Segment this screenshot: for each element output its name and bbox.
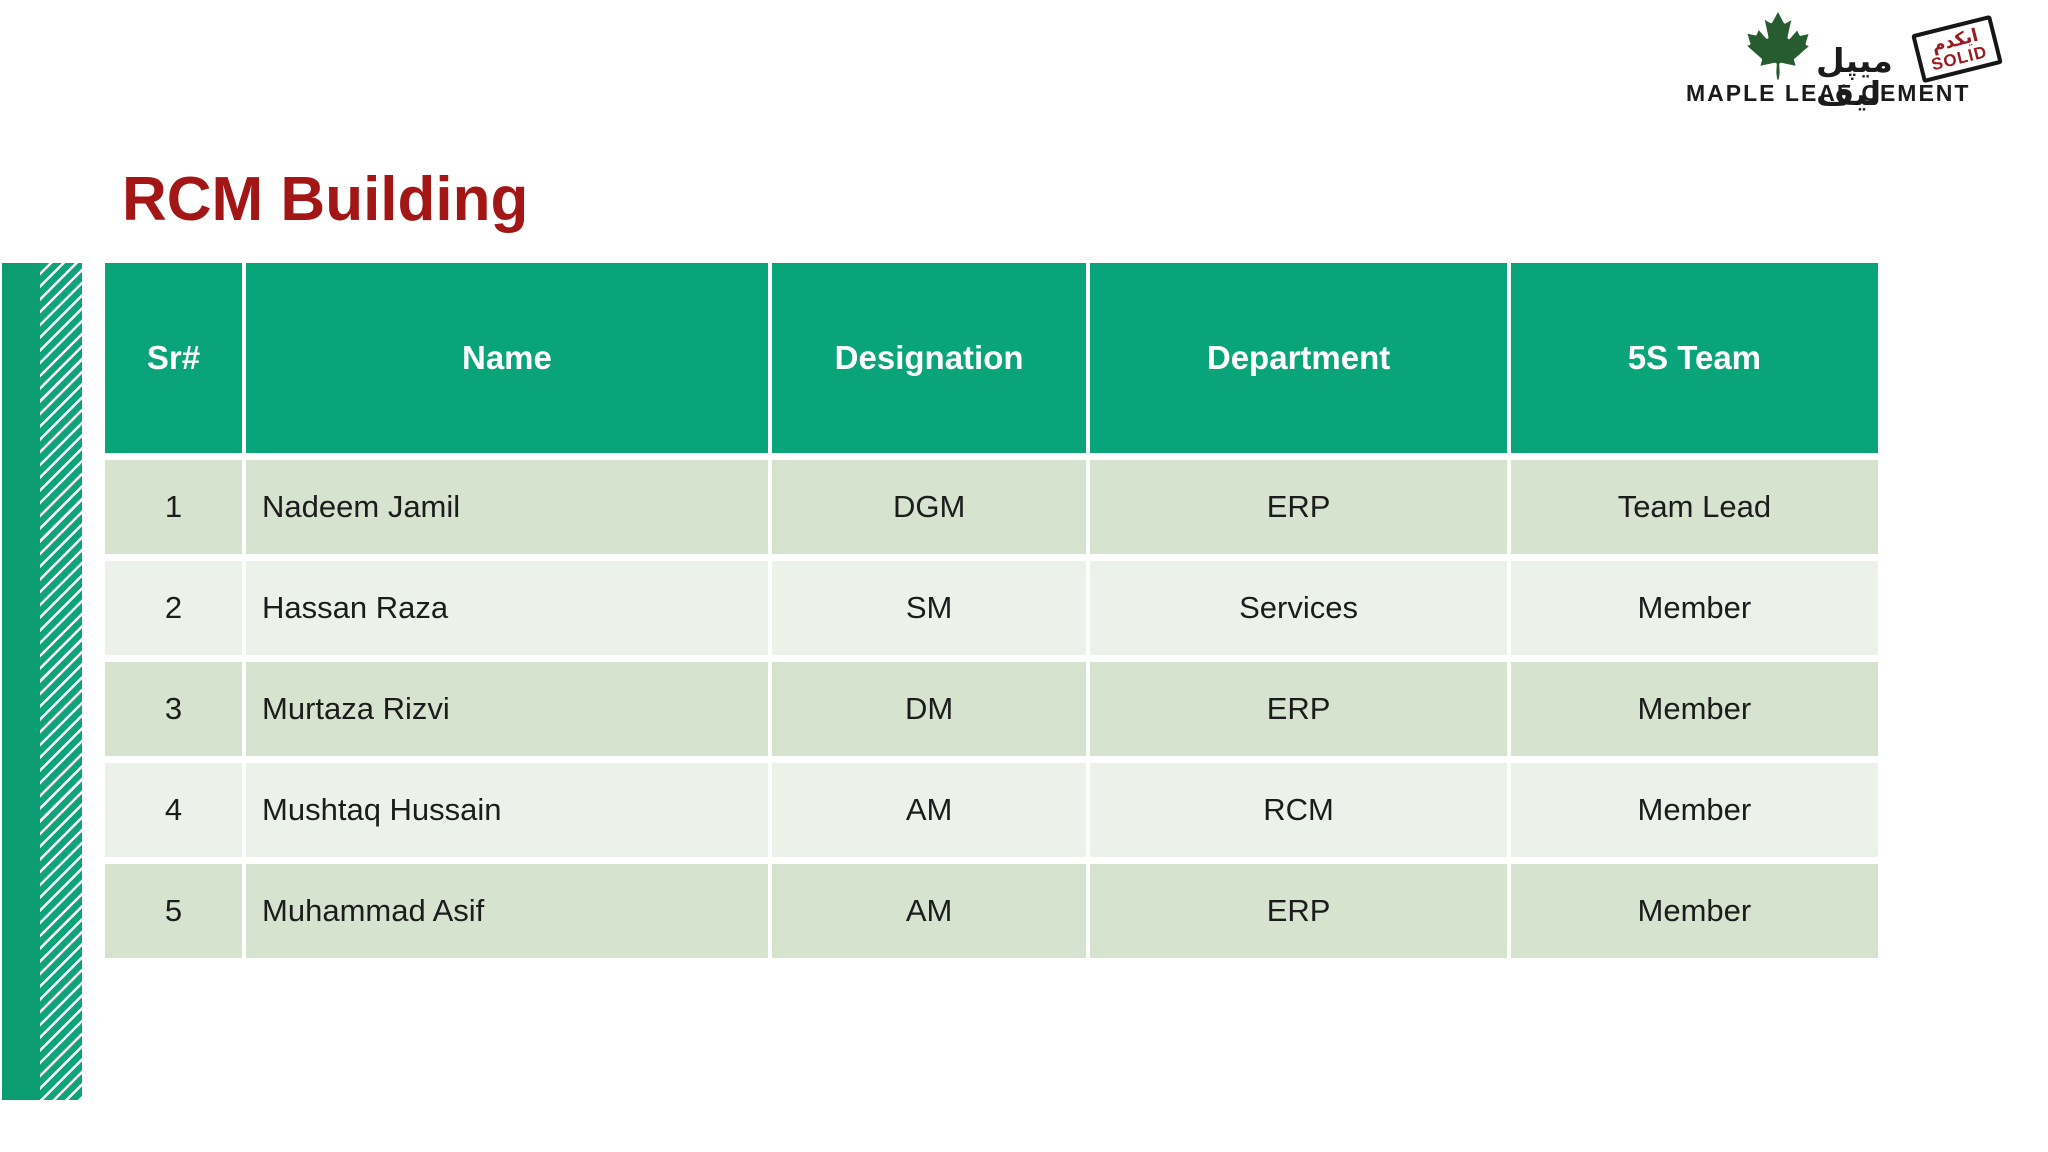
- sidebar-striped-bar: [40, 263, 82, 1100]
- header-cell-designation: Designation: [771, 263, 1087, 453]
- sr-cell: 3: [105, 662, 243, 756]
- header-cell-department: Department: [1090, 263, 1507, 453]
- maple-leaf-cement-logo: میپل لیف MAPLE LEAF CEMENT ایکدم SOLID: [1680, 8, 2040, 112]
- solid-stamp-badge: ایکدم SOLID: [1911, 14, 2003, 84]
- team-cell: Member: [1510, 561, 1878, 655]
- sr-cell: 5: [105, 864, 243, 958]
- designation-cell: AM: [771, 864, 1087, 958]
- table-row: 4 Mushtaq Hussain AM RCM Member: [105, 763, 1878, 857]
- team-cell: Team Lead: [1510, 460, 1878, 554]
- sr-cell: 1: [105, 460, 243, 554]
- team-cell: Member: [1510, 864, 1878, 958]
- team-cell: Member: [1510, 662, 1878, 756]
- name-cell: Hassan Raza: [246, 561, 768, 655]
- header-cell-sr: Sr#: [105, 263, 243, 453]
- team-cell: Member: [1510, 763, 1878, 857]
- department-cell: ERP: [1090, 864, 1507, 958]
- name-cell: Murtaza Rizvi: [246, 662, 768, 756]
- brand-wordmark: MAPLE LEAF CEMENT: [1686, 80, 1971, 106]
- department-cell: ERP: [1090, 662, 1507, 756]
- name-cell: Nadeem Jamil: [246, 460, 768, 554]
- designation-cell: SM: [771, 561, 1087, 655]
- table-row: 2 Hassan Raza SM Services Member: [105, 561, 1878, 655]
- sr-cell: 4: [105, 763, 243, 857]
- page-title: RCM Building: [122, 165, 529, 234]
- table-row: 3 Murtaza Rizvi DM ERP Member: [105, 662, 1878, 756]
- department-cell: ERP: [1090, 460, 1507, 554]
- department-cell: Services: [1090, 561, 1507, 655]
- designation-cell: DM: [771, 662, 1087, 756]
- department-cell: RCM: [1090, 763, 1507, 857]
- sidebar-accent: [2, 263, 82, 1100]
- team-table: Sr# Name Designation Department 5S Team …: [101, 256, 1882, 965]
- sidebar-solid-bar: [2, 263, 40, 1100]
- table-header-row: Sr# Name Designation Department 5S Team: [105, 263, 1878, 453]
- name-cell: Mushtaq Hussain: [246, 763, 768, 857]
- sr-cell: 2: [105, 561, 243, 655]
- header-cell-team: 5S Team: [1510, 263, 1878, 453]
- table-row: 1 Nadeem Jamil DGM ERP Team Lead: [105, 460, 1878, 554]
- brand-urdu-text: میپل لیف: [1816, 41, 1893, 113]
- designation-cell: AM: [771, 763, 1087, 857]
- designation-cell: DGM: [771, 460, 1087, 554]
- table-row: 5 Muhammad Asif AM ERP Member: [105, 864, 1878, 958]
- maple-leaf-icon: [1747, 12, 1809, 81]
- name-cell: Muhammad Asif: [246, 864, 768, 958]
- header-cell-name: Name: [246, 263, 768, 453]
